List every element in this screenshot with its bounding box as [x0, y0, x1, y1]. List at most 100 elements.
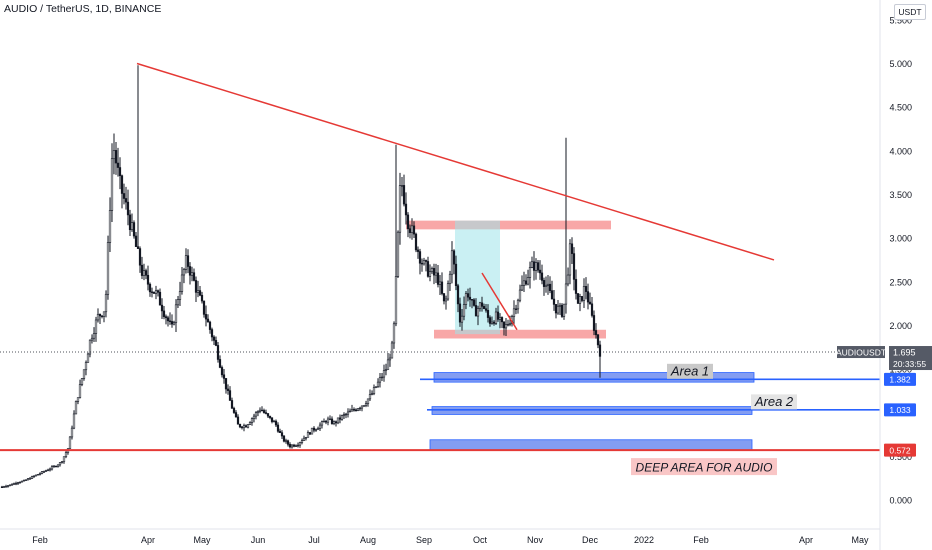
candle-body — [400, 185, 404, 187]
candle-body — [240, 426, 244, 429]
candle-body — [558, 304, 562, 307]
candle-body — [200, 294, 204, 302]
candle-body — [588, 301, 592, 305]
candle-body — [566, 274, 570, 285]
candle-body — [36, 474, 40, 476]
candle-body — [546, 283, 550, 286]
candle-body — [370, 393, 374, 395]
candle-body — [426, 261, 430, 277]
candle-body — [188, 266, 192, 276]
area-1-box — [433, 372, 755, 383]
candle-body — [380, 376, 384, 379]
candle-body — [526, 277, 530, 285]
candle-body — [274, 420, 278, 426]
candle-body — [304, 437, 308, 439]
candle-body — [128, 214, 132, 231]
candle-body — [258, 409, 262, 412]
candle-body — [484, 308, 488, 311]
candle-body — [432, 268, 436, 276]
candle-body — [214, 340, 218, 346]
candle-body — [316, 428, 320, 430]
candle-body — [440, 281, 444, 294]
drawing-lines — [0, 62, 880, 452]
candle-body — [438, 281, 442, 285]
candle-body — [180, 274, 184, 292]
candle-body — [110, 158, 114, 211]
candle-body — [534, 262, 538, 271]
candle-body — [284, 440, 288, 442]
candle-body — [24, 479, 28, 481]
candle-body — [160, 304, 164, 312]
candle-body — [296, 444, 300, 447]
candle-body — [344, 413, 348, 416]
candle-body — [300, 440, 304, 443]
candle-body — [114, 150, 118, 164]
candle-body — [592, 315, 596, 331]
candle-body — [542, 280, 546, 287]
candle-body — [12, 483, 16, 485]
candle-body — [268, 415, 272, 418]
deep-area-label: DEEP AREA FOR AUDIO — [636, 461, 773, 475]
candle-body — [524, 280, 528, 285]
y-tick-label: 5.000 — [889, 59, 912, 69]
candle-body — [260, 409, 264, 412]
candle-body — [492, 321, 496, 324]
symbol-badge-bg — [837, 346, 885, 359]
resistance-zone — [406, 220, 611, 230]
candle-body — [156, 290, 160, 293]
candle-body — [564, 283, 568, 305]
candle-body — [382, 370, 386, 378]
last-price-value: 1.695 — [893, 348, 916, 358]
inner-drop-line — [481, 272, 518, 331]
candle-body — [494, 311, 498, 324]
candle-body — [306, 432, 310, 438]
descending-trendline[interactable] — [136, 62, 775, 261]
candle-body — [324, 420, 328, 423]
candle-body — [72, 413, 76, 429]
candle-body — [212, 336, 216, 341]
candle-body — [518, 289, 522, 301]
support-price-badge-bg — [884, 443, 916, 457]
candle-body — [570, 243, 574, 254]
candle-body — [282, 435, 286, 442]
candle-body — [232, 408, 236, 413]
candle-body — [412, 225, 416, 235]
candle-body — [502, 321, 506, 329]
candle-body — [238, 423, 242, 428]
candle-body — [112, 150, 116, 160]
candle-body — [350, 409, 354, 412]
candle-body — [92, 333, 96, 339]
candle-body — [6, 485, 10, 487]
candle-body — [74, 401, 78, 415]
candle-body — [430, 268, 434, 273]
currency-badge[interactable]: USDT — [894, 4, 926, 20]
area-2-label-bg — [751, 394, 797, 410]
candle-body — [288, 444, 292, 448]
candle-body — [102, 311, 106, 317]
candle-body — [512, 308, 516, 317]
candle-body — [520, 285, 524, 291]
candle-body — [354, 409, 358, 412]
candle-body — [406, 214, 410, 229]
candle-body — [20, 480, 24, 483]
candle-body — [342, 414, 346, 416]
candle-body — [476, 308, 480, 317]
candle-body — [174, 304, 178, 323]
candle-body — [290, 444, 294, 448]
candle-body — [414, 233, 418, 251]
candle-body — [254, 412, 258, 417]
y-tick-label: 4.500 — [889, 103, 912, 113]
candle-body — [488, 317, 492, 324]
candle-body — [550, 290, 554, 300]
candle-body — [468, 296, 472, 300]
candle-body — [580, 296, 584, 301]
candle-body — [576, 293, 580, 304]
candle-body — [154, 290, 158, 294]
candle-body — [96, 313, 100, 321]
candle-body — [466, 293, 470, 298]
candle-body — [26, 478, 30, 481]
candle-body — [308, 432, 312, 435]
symbol-badge: AUDIOUSDT — [836, 348, 886, 358]
candle-body — [106, 242, 110, 295]
